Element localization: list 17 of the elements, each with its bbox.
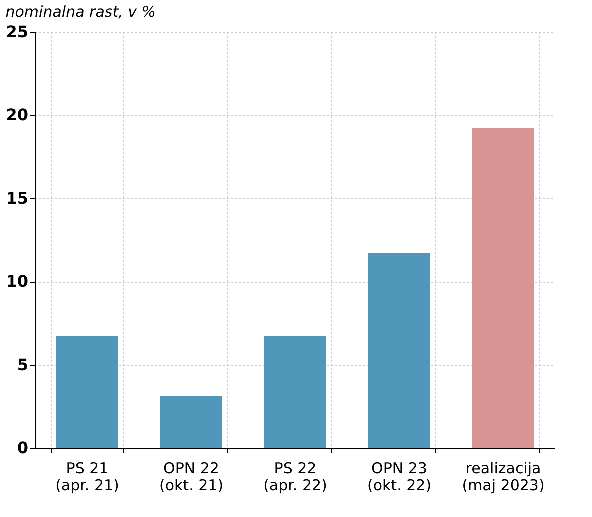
y-tick-label: 20	[6, 106, 28, 125]
x-tick-label: realizacija (maj 2023)	[462, 460, 545, 494]
y-tick-label: 15	[6, 188, 28, 208]
y-tick-label: 5	[17, 355, 28, 374]
bar	[472, 128, 534, 448]
bar	[56, 336, 118, 448]
bar	[264, 336, 326, 448]
bar	[160, 396, 222, 448]
x-tick-label: OPN 22 (okt. 21)	[159, 460, 224, 494]
x-tick-label: PS 21 (apr. 21)	[56, 460, 120, 494]
chart-subtitle: nominalna rast, v %	[6, 3, 156, 21]
y-tick-label: 25	[6, 22, 28, 42]
bar	[368, 253, 430, 448]
x-tick-label: OPN 23 (okt. 22)	[367, 460, 432, 494]
y-tick-label: 10	[6, 272, 28, 292]
y-tick-label: 0	[17, 438, 28, 458]
x-tick-label: PS 22 (apr. 22)	[264, 460, 328, 494]
